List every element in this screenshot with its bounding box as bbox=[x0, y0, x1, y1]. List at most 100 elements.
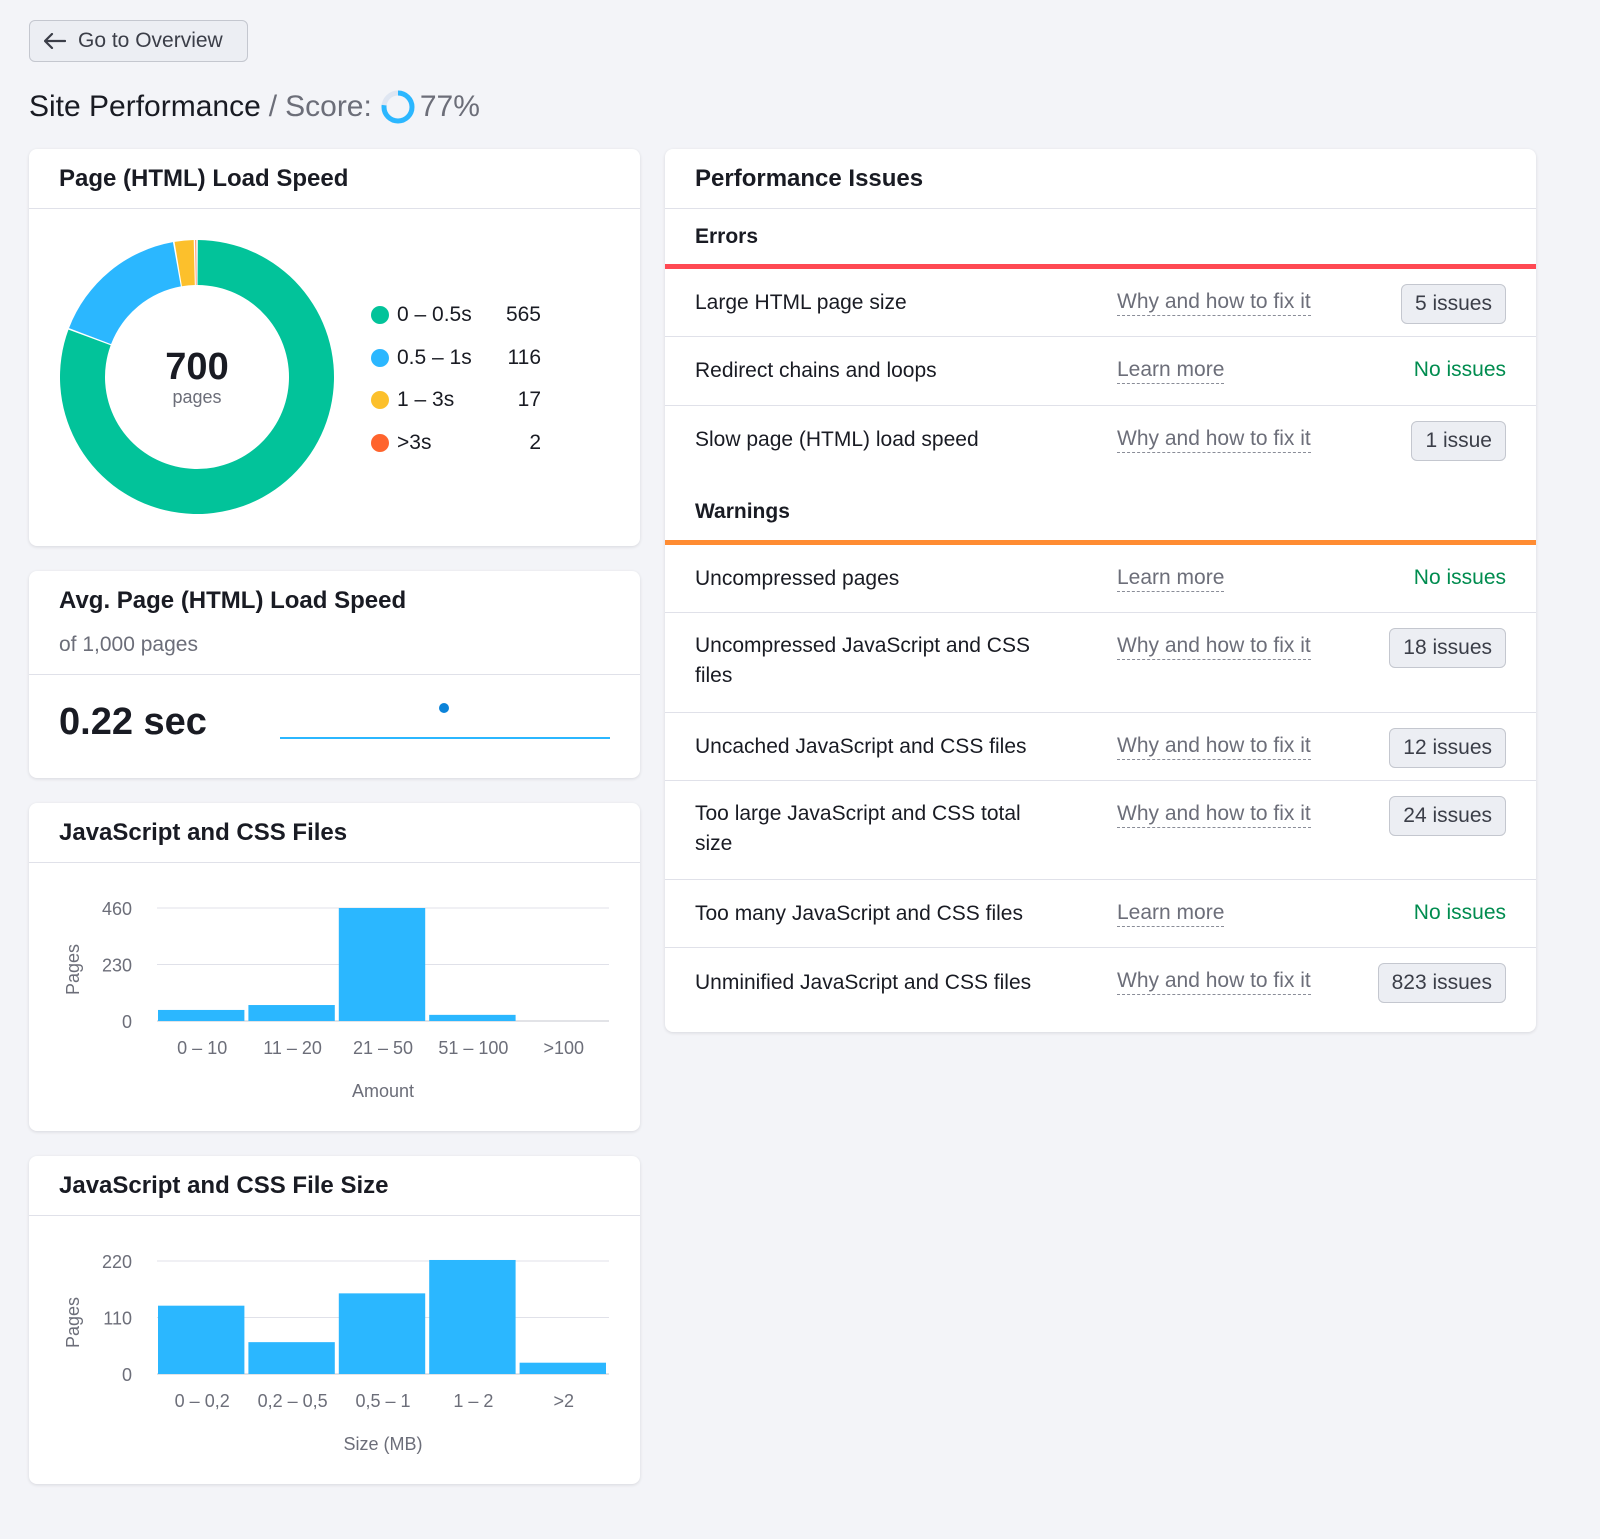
bar[interactable] bbox=[338, 908, 426, 1021]
bar[interactable] bbox=[429, 1259, 516, 1374]
donut-slice[interactable] bbox=[69, 242, 181, 345]
legend-label: 0 – 0.5s bbox=[397, 303, 472, 327]
why-and-how-link[interactable]: Why and how to fix it bbox=[1117, 289, 1311, 316]
legend-item[interactable]: 0.5 – 1s 116 bbox=[371, 337, 541, 380]
legend-item[interactable]: 1 – 3s 17 bbox=[371, 379, 541, 422]
x-tick-label: 0,5 – 1 bbox=[355, 1391, 410, 1411]
bar[interactable] bbox=[248, 1342, 335, 1374]
divider bbox=[29, 674, 640, 675]
donut-slice[interactable] bbox=[60, 240, 335, 514]
donut-slice[interactable] bbox=[174, 240, 195, 287]
y-tick-label: 110 bbox=[103, 1309, 132, 1329]
bar[interactable] bbox=[429, 1014, 516, 1021]
avg-trend-line bbox=[280, 737, 610, 739]
y-axis-label: Pages bbox=[63, 1297, 83, 1348]
x-axis-label: Size (MB) bbox=[343, 1434, 422, 1454]
legend-label: >3s bbox=[397, 430, 432, 454]
donut-slice[interactable] bbox=[195, 240, 197, 286]
js-css-size-chart: 0 110 220 0 – 0,2 0,2 – 0,5 0,5 – 1 1 – 2 >2 Siz… bbox=[63, 1252, 609, 1454]
load-speed-title: Page (HTML) Load Speed bbox=[29, 149, 640, 209]
legend-value: 565 bbox=[505, 303, 541, 327]
bar[interactable] bbox=[158, 1305, 245, 1374]
issue-count-button[interactable]: 24 issues bbox=[1389, 796, 1506, 836]
x-tick-label: 0,2 – 0,5 bbox=[258, 1391, 328, 1411]
why-and-how-link[interactable]: Why and how to fix it bbox=[1117, 426, 1311, 453]
legend-value: 17 bbox=[517, 388, 541, 412]
y-axis-label: Pages bbox=[63, 944, 83, 995]
learn-more-link[interactable]: Learn more bbox=[1117, 565, 1225, 592]
no-issues-status: No issues bbox=[1413, 566, 1506, 589]
load-speed-donut: 700 pages bbox=[59, 239, 335, 515]
legend-item[interactable]: >3s 2 bbox=[371, 422, 541, 465]
warnings-heading: Warnings bbox=[695, 500, 790, 523]
x-tick-label: >2 bbox=[554, 1391, 575, 1411]
why-and-how-link[interactable]: Why and how to fix it bbox=[1117, 733, 1311, 760]
x-tick-label: 0 – 0,2 bbox=[175, 1391, 230, 1411]
bar[interactable] bbox=[338, 1293, 426, 1374]
why-and-how-link[interactable]: Why and how to fix it bbox=[1117, 968, 1311, 995]
score-ring-icon bbox=[381, 90, 415, 124]
donut-chart bbox=[60, 240, 335, 514]
issue-row: Uncompressed pages Learn more No issues bbox=[665, 545, 1536, 613]
issue-name: Large HTML page size bbox=[695, 290, 907, 314]
why-and-how-link[interactable]: Why and how to fix it bbox=[1117, 801, 1311, 828]
issue-count-button[interactable]: 1 issue bbox=[1411, 421, 1506, 461]
bar[interactable] bbox=[248, 1005, 335, 1021]
x-axis-label: Amount bbox=[352, 1081, 414, 1101]
issue-name: Redirect chains and loops bbox=[695, 359, 937, 382]
x-tick-label: 21 – 50 bbox=[353, 1038, 413, 1058]
legend-dot bbox=[371, 433, 389, 452]
issue-row: Too many JavaScript and CSS files Learn … bbox=[665, 880, 1536, 948]
issue-name: Uncompressed JavaScript and CSS files bbox=[695, 634, 1030, 687]
y-tick-label: 220 bbox=[102, 1252, 132, 1272]
bar[interactable] bbox=[158, 1009, 245, 1021]
go-to-overview-button[interactable]: Go to Overview bbox=[29, 20, 248, 62]
js-css-size-title: JavaScript and CSS File Size bbox=[29, 1156, 640, 1216]
issue-name: Too many JavaScript and CSS files bbox=[695, 901, 1023, 925]
score-value: 77% bbox=[419, 90, 480, 123]
issue-row: Redirect chains and loops Learn more No … bbox=[665, 337, 1536, 406]
x-tick-label: 11 – 20 bbox=[263, 1038, 322, 1058]
go-to-overview-label: Go to Overview bbox=[78, 29, 223, 52]
issue-name: Too large JavaScript and CSS total size bbox=[695, 802, 1021, 855]
issue-row: Uncached JavaScript and CSS files Why an… bbox=[665, 713, 1536, 781]
why-and-how-link[interactable]: Why and how to fix it bbox=[1117, 633, 1311, 660]
legend-value: 116 bbox=[507, 345, 541, 369]
bar[interactable] bbox=[519, 1362, 606, 1374]
learn-more-link[interactable]: Learn more bbox=[1117, 357, 1225, 384]
issue-count-button[interactable]: 18 issues bbox=[1389, 628, 1506, 668]
js-css-files-chart: 0 230 460 0 – 10 11 – 20 21 – 50 51 – 100 >100 A… bbox=[63, 899, 609, 1101]
load-speed-legend: 0 – 0.5s 565 0.5 – 1s 116 1 – 3s 17 >3s … bbox=[371, 294, 541, 464]
avg-load-speed-subtitle: of 1,000 pages bbox=[59, 633, 198, 656]
donut-total-unit: pages bbox=[172, 386, 222, 407]
learn-more-link[interactable]: Learn more bbox=[1117, 900, 1225, 927]
donut-center: 700 pages bbox=[59, 239, 335, 515]
score-label: Score: bbox=[285, 90, 372, 123]
x-tick-label: 1 – 2 bbox=[453, 1391, 493, 1411]
legend-label: 0.5 – 1s bbox=[397, 345, 472, 369]
x-tick-label: >100 bbox=[544, 1038, 585, 1058]
js-css-files-card: JavaScript and CSS Files 0 230 460 0 – 10 11… bbox=[29, 803, 640, 1131]
y-tick-label: 230 bbox=[102, 956, 132, 976]
legend-label: 1 – 3s bbox=[397, 388, 455, 412]
issue-row: Uncompressed JavaScript and CSS files Wh… bbox=[665, 613, 1536, 713]
donut-total: 700 bbox=[165, 345, 229, 388]
no-issues-status: No issues bbox=[1413, 358, 1506, 381]
title-separator: / bbox=[268, 90, 278, 123]
issue-name: Slow page (HTML) load speed bbox=[695, 428, 979, 451]
x-tick-label: 0 – 10 bbox=[177, 1038, 227, 1058]
avg-trend-point[interactable] bbox=[439, 703, 449, 713]
issue-count-button[interactable]: 823 issues bbox=[1377, 963, 1506, 1003]
avg-load-speed-title: Avg. Page (HTML) Load Speed bbox=[59, 587, 407, 614]
x-tick-label: 51 – 100 bbox=[438, 1038, 508, 1058]
page-title: Site Performance / Score: 77% bbox=[29, 84, 480, 130]
js-css-files-title: JavaScript and CSS Files bbox=[29, 803, 640, 863]
issue-name: Unminified JavaScript and CSS files bbox=[695, 971, 1032, 994]
issue-count-button[interactable]: 5 issues bbox=[1400, 284, 1506, 324]
issue-count-button[interactable]: 12 issues bbox=[1389, 728, 1506, 768]
issue-row: Unminified JavaScript and CSS files Why … bbox=[665, 948, 1536, 1018]
legend-value: 2 bbox=[529, 430, 541, 454]
js-css-size-card: JavaScript and CSS File Size 0 110 220 0 – … bbox=[29, 1156, 640, 1484]
legend-dot bbox=[371, 306, 389, 325]
legend-item[interactable]: 0 – 0.5s 565 bbox=[371, 294, 541, 337]
